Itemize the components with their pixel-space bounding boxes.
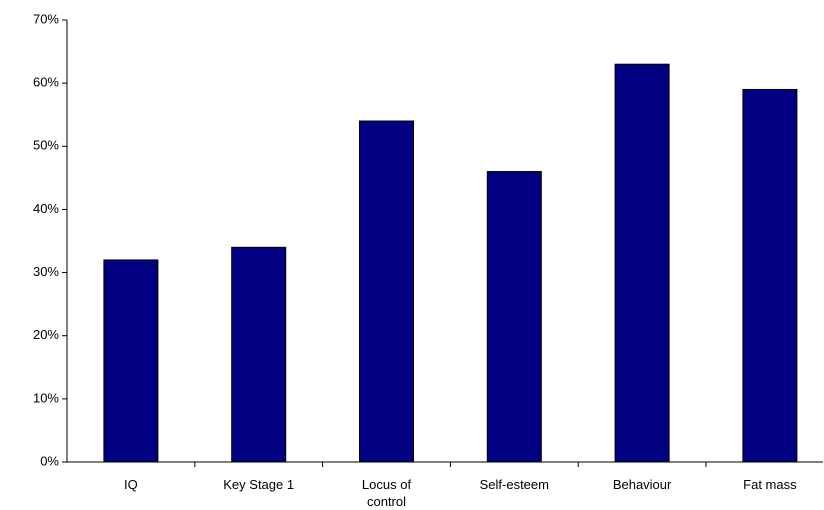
- x-tick-label: Behaviour: [612, 477, 672, 492]
- x-tick-label: Fat mass: [743, 477, 797, 492]
- x-tick-label: Key Stage 1: [223, 477, 295, 492]
- bar: [103, 259, 159, 463]
- bar: [742, 88, 798, 463]
- x-tick-label: IQ: [124, 477, 138, 492]
- y-tick-label: 60%: [33, 75, 59, 90]
- bar: [486, 171, 542, 463]
- y-tick-label: 10%: [33, 390, 59, 405]
- y-tick-label: 70%: [33, 11, 59, 26]
- bar: [614, 63, 670, 463]
- x-tick-label: Self-esteem: [479, 477, 549, 492]
- y-tick-label: 0%: [40, 453, 59, 468]
- y-tick-label: 40%: [33, 201, 59, 216]
- y-tick-label: 20%: [33, 327, 59, 342]
- y-tick-label: 50%: [33, 138, 59, 153]
- bar: [231, 246, 287, 463]
- bar: [359, 120, 414, 463]
- y-tick-label: 30%: [33, 264, 59, 279]
- x-tick-label: Locus of control: [361, 477, 412, 509]
